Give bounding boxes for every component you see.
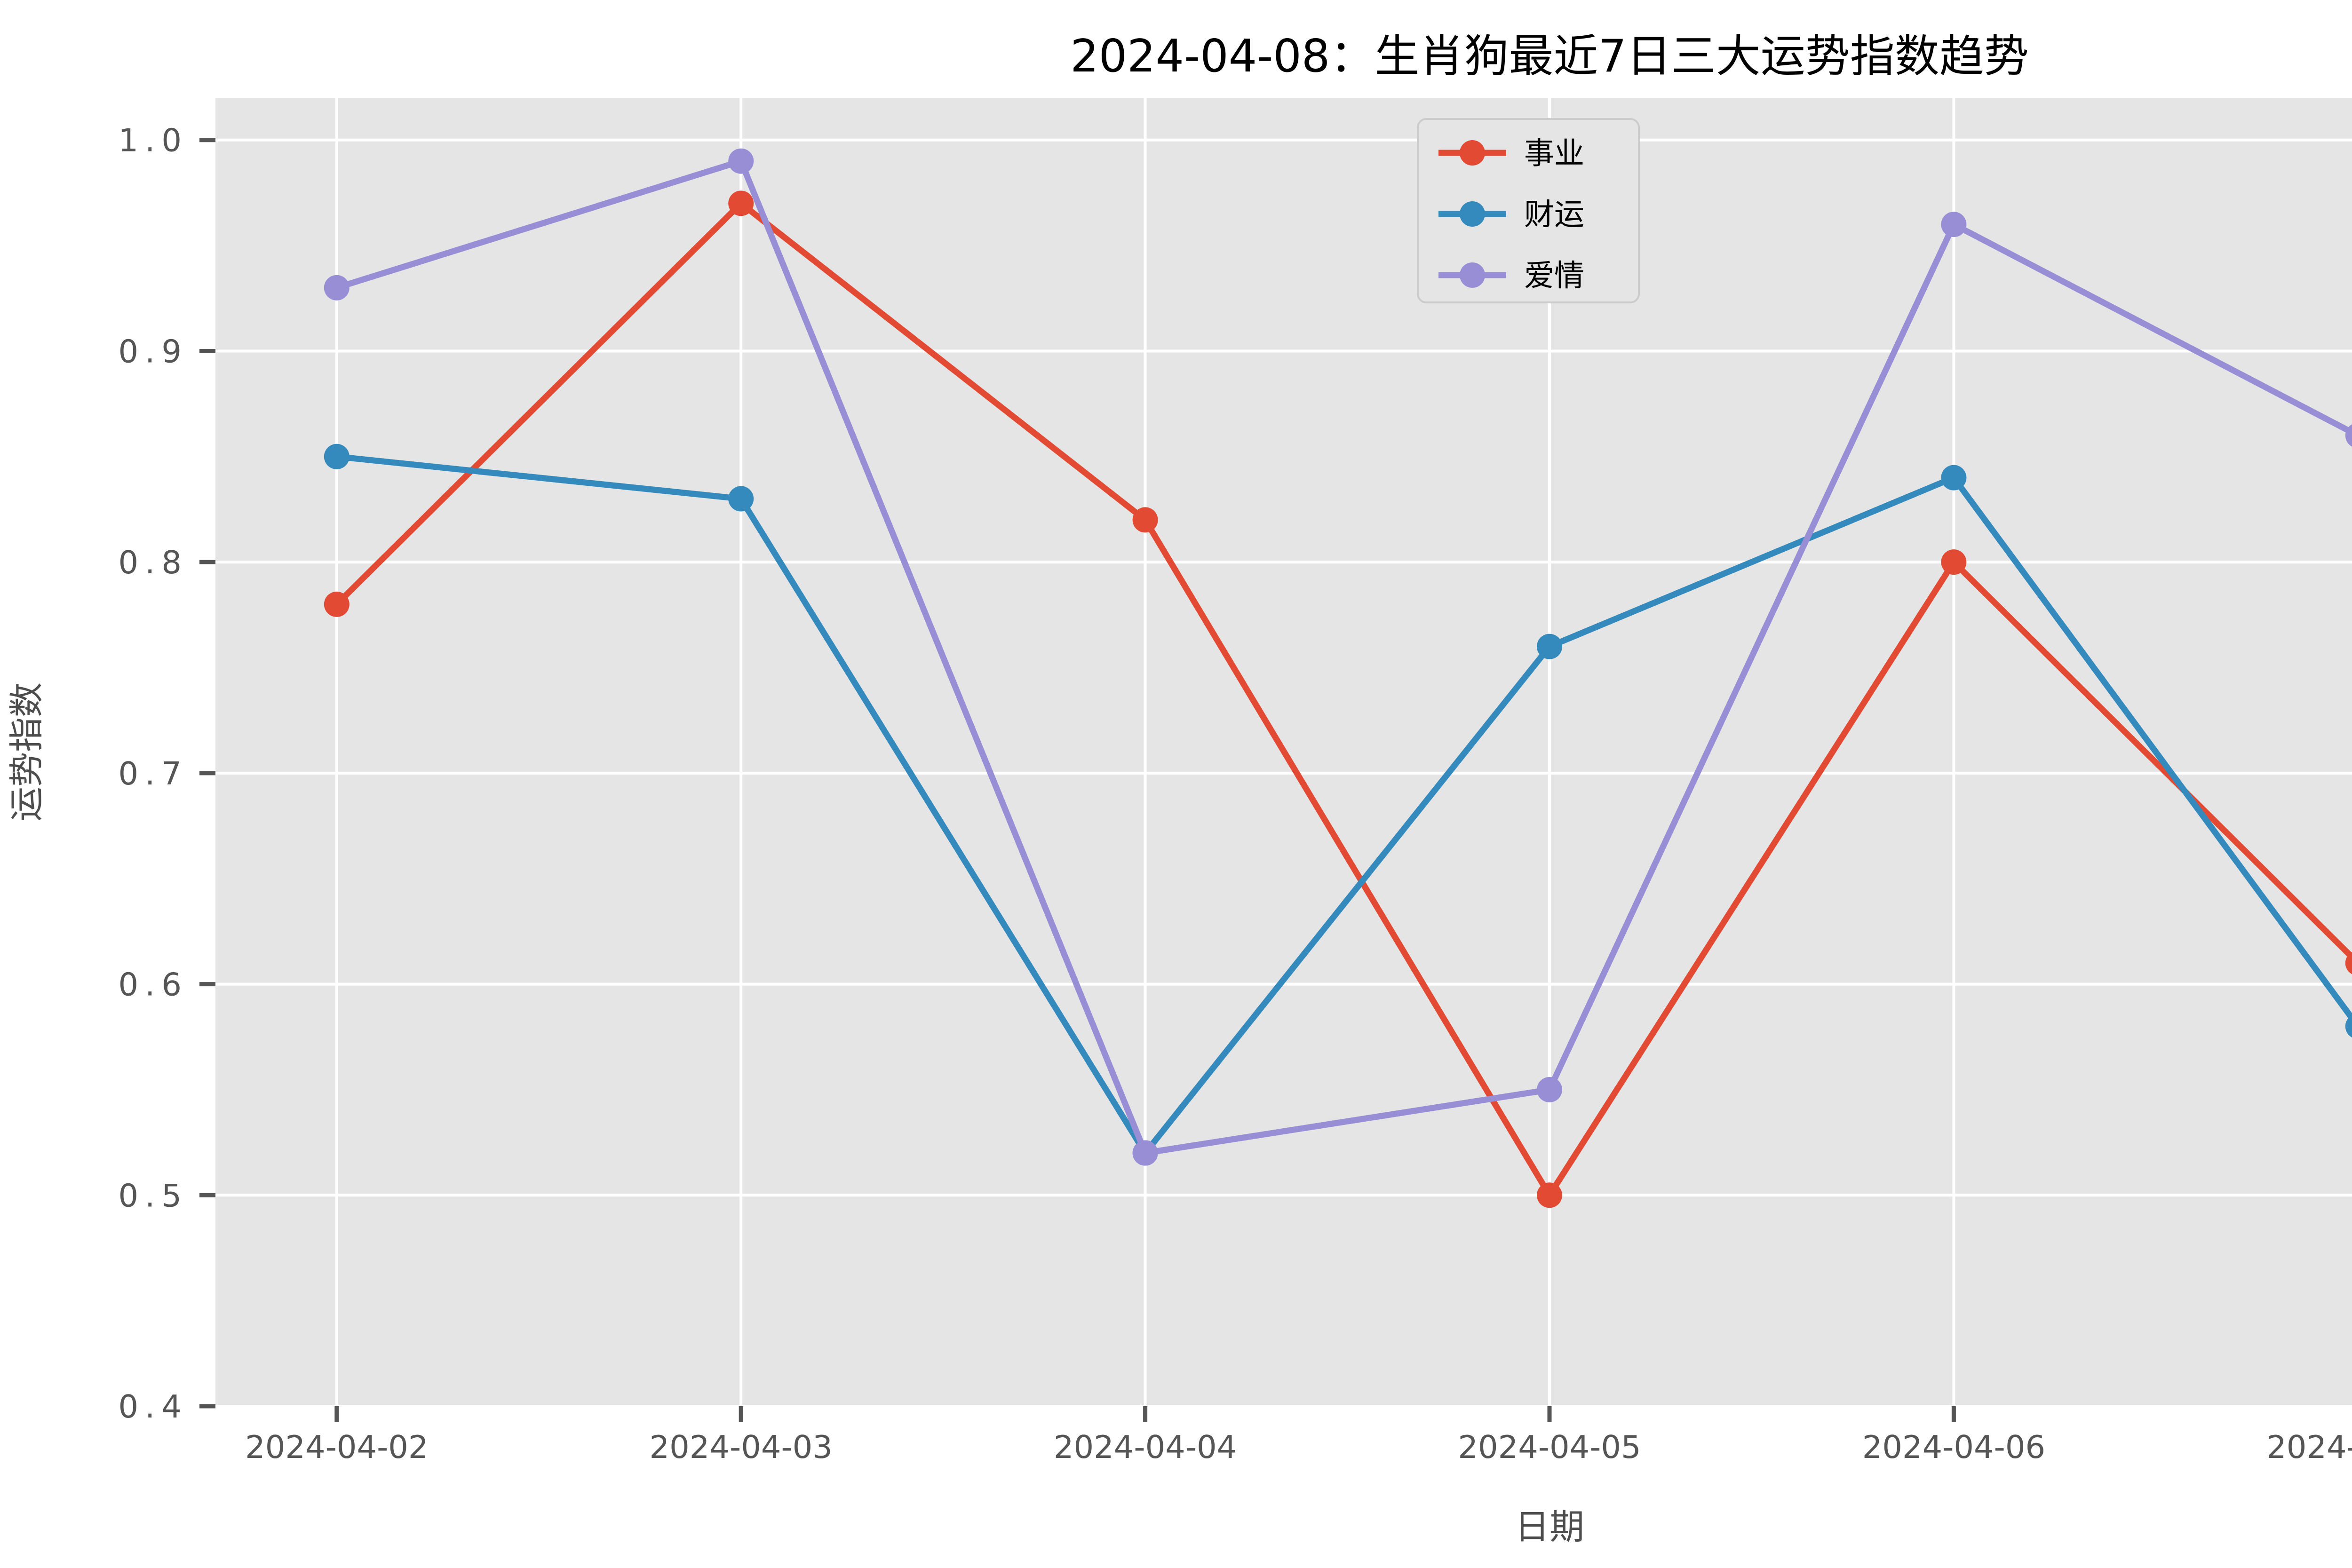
y-tick-label: 0.8: [118, 544, 188, 581]
series-1-point: [1941, 465, 1967, 491]
series-0-point: [1132, 507, 1158, 533]
chart-title: 2024-04-08：生肖狗最近7日三大运势指数趋势: [1070, 31, 2029, 82]
y-tick-label: 0.6: [118, 966, 188, 1003]
tick-labels: 0.4 0.5 0.6 0.7 0.8 0.9 1.0 2024-04-02 2024-04-0…: [118, 122, 2352, 1465]
x-tick-label: 2024-04-07: [2266, 1429, 2352, 1465]
series-2-point: [1941, 212, 1967, 238]
legend-swatch-marker: [1460, 140, 1485, 166]
series-1-point: [1537, 634, 1562, 659]
y-tick-label: 0.9: [118, 333, 188, 370]
x-tick-label: 2024-04-03: [650, 1429, 833, 1465]
y-tick-label: 0.5: [118, 1177, 188, 1214]
series-2-point: [2345, 424, 2352, 447]
x-tick-label: 2024-04-06: [1862, 1429, 2045, 1465]
series-0-point: [1537, 1182, 1562, 1208]
y-axis-label: 运势指数: [7, 682, 47, 822]
legend-label: 财运: [1524, 198, 1584, 232]
series-1-point: [728, 486, 754, 512]
series-layer: [324, 148, 2352, 1208]
series-2-point: [728, 148, 754, 174]
series-0-point: [728, 190, 754, 216]
series-1-point: [324, 443, 350, 469]
series-0-point: [1941, 549, 1967, 575]
y-tick-label: 1.0: [118, 122, 188, 159]
legend-label: 事业: [1524, 136, 1584, 171]
x-tick-label: 2024-04-04: [1054, 1429, 1237, 1465]
tick-marks: [199, 138, 1956, 1422]
series-1-point: [2345, 1015, 2352, 1038]
series-2-point: [324, 275, 350, 301]
series-0-point: [2345, 951, 2352, 974]
x-axis-label: 日期: [1515, 1507, 1584, 1547]
series-2-point: [1537, 1077, 1562, 1102]
y-tick-label: 0.4: [118, 1388, 188, 1425]
series-2-point: [1132, 1140, 1158, 1166]
x-tick-label: 2024-04-05: [1458, 1429, 1641, 1465]
x-tick-label: 2024-04-02: [245, 1429, 428, 1465]
y-tick-label: 0.7: [118, 755, 188, 792]
legend-swatch-marker: [1460, 262, 1485, 288]
legend-label: 爱情: [1524, 259, 1584, 293]
legend-swatch-marker: [1460, 201, 1485, 227]
series-0-point: [324, 591, 350, 617]
